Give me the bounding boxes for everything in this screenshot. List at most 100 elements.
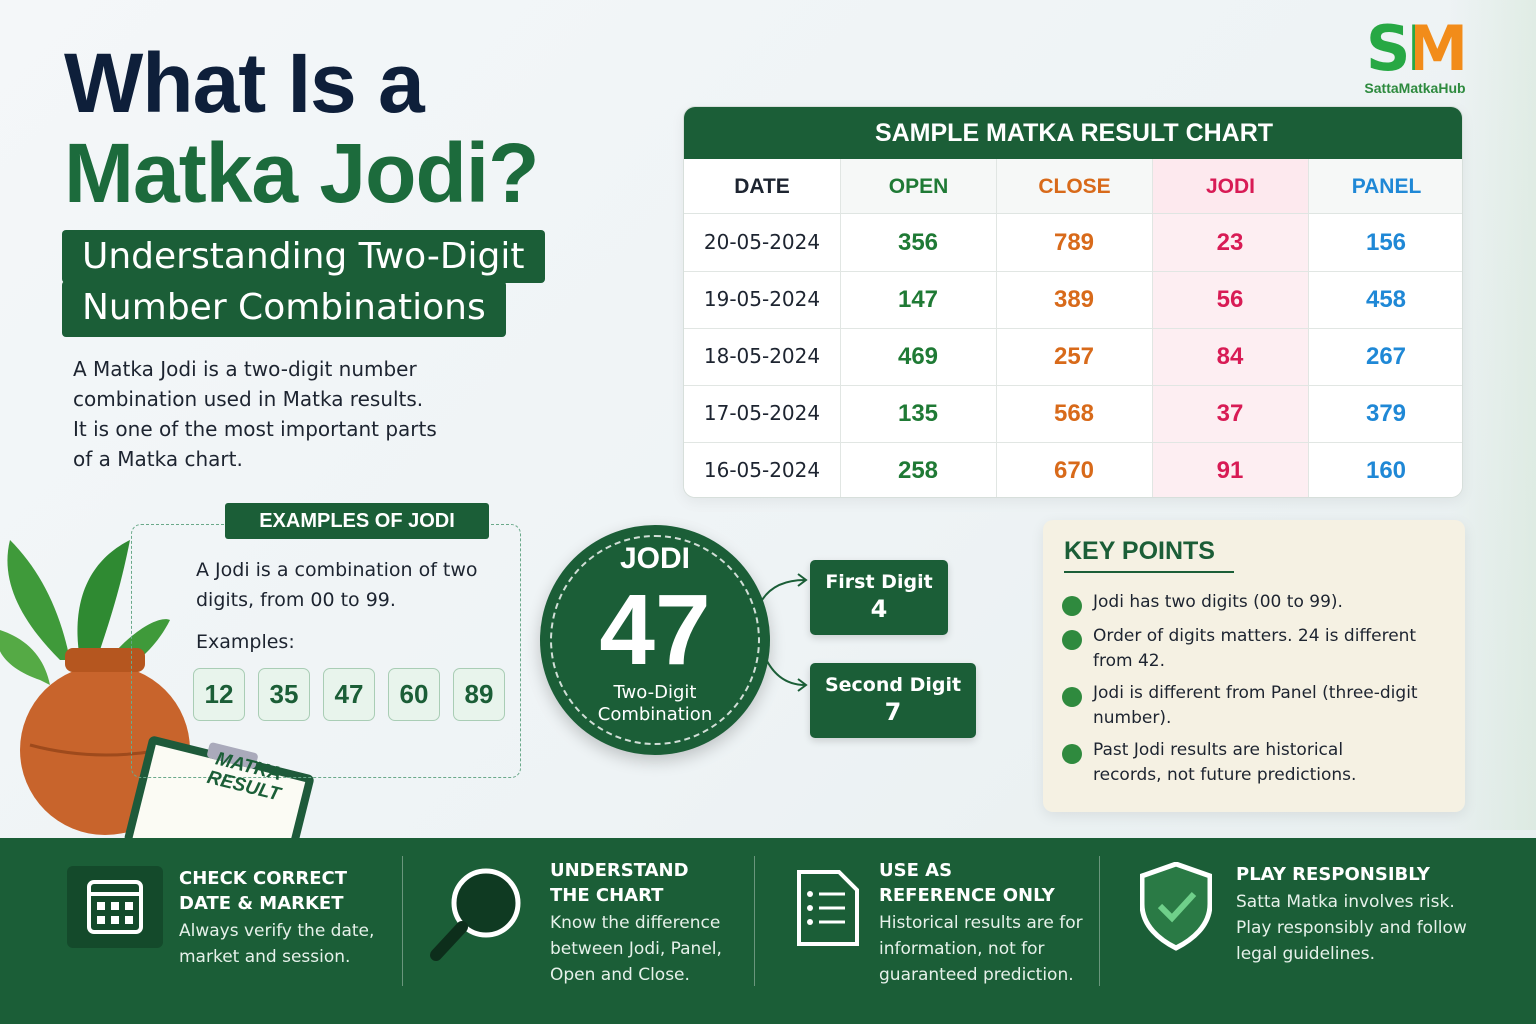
- table-cell: 147: [897, 286, 939, 313]
- leaf: [77, 540, 130, 665]
- row-divider: [684, 385, 1462, 386]
- digit-box: Second Digit 7: [810, 663, 976, 738]
- jodi-caption-line: Combination: [597, 704, 713, 725]
- icon-part: [430, 921, 468, 961]
- icon-part: [807, 905, 813, 911]
- title-line: What Is a: [64, 36, 425, 130]
- footer-text-line: Know the difference: [550, 913, 721, 933]
- footer-title-line: REFERENCE ONLY: [879, 885, 1055, 906]
- footer-item: CHECK CORRECT DATE & MARKET Always verify …: [179, 866, 479, 970]
- footer-text-line: between Jodi, Panel,: [550, 939, 722, 959]
- footer-text-line: guaranteed prediction.: [879, 965, 1074, 985]
- examples-heading: EXAMPLES OF JODI: [225, 503, 489, 539]
- key-point: Jodi has two digits (00 to 99).: [1093, 590, 1343, 615]
- intro: A Matka Jodi is a two-digit number combin…: [73, 354, 437, 474]
- icon-part: [87, 880, 143, 934]
- table-cell: 17-05-2024: [703, 401, 821, 425]
- footer-text-line: legal guidelines.: [1236, 944, 1375, 964]
- key-point-line: records, not future predictions.: [1093, 765, 1357, 785]
- table-cell: 16-05-2024: [703, 458, 821, 482]
- digit-box: First Digit 4: [810, 560, 948, 635]
- digit-label: First Digit: [825, 571, 933, 593]
- footer-item: PLAY RESPONSIBLY Satta Matka involves ris…: [1236, 862, 1536, 967]
- subtitle-line: Number Combinations: [82, 287, 486, 328]
- footer-icon: [430, 868, 521, 961]
- icon-part: [97, 902, 105, 910]
- footer-item: USE AS REFERENCE ONLY Historical results a…: [879, 858, 1179, 988]
- icon-part: [807, 891, 813, 897]
- arrow: [761, 573, 808, 692]
- table-cell: 356: [897, 229, 939, 256]
- footer-text: Always verify the date, market and sessio…: [179, 918, 479, 970]
- table-cell: 670: [1053, 457, 1095, 484]
- key-point: Jodi is different from Panel (three-digi…: [1093, 681, 1418, 731]
- icon-part: [797, 870, 859, 946]
- digit-value: 7: [884, 698, 902, 726]
- footer-text: Historical results are for information, n…: [879, 910, 1179, 988]
- footer-divider: [754, 856, 755, 986]
- key-point: Order of digits matters. 24 is different…: [1093, 624, 1416, 674]
- table-cell: 56: [1216, 286, 1244, 313]
- logo-mark: SM: [1350, 18, 1480, 80]
- icon-part: [125, 916, 133, 924]
- jodi-number: 47: [599, 574, 711, 686]
- footer-title-line: USE AS: [879, 860, 953, 881]
- icon-part: [819, 892, 845, 924]
- footer-icon: [1140, 862, 1212, 951]
- intro-line: combination used in Matka results.: [73, 387, 424, 411]
- icon-part: [451, 868, 521, 938]
- footer-text-line: Historical results are for: [879, 913, 1083, 933]
- footer-text-line: Always verify the date,: [179, 921, 375, 941]
- table-cell: 267: [1365, 343, 1407, 370]
- heading-underline: [1064, 571, 1234, 573]
- key-points: KEY POINTS Jodi has two digits (00 to 99)…: [1043, 520, 1465, 812]
- table-cell: 258: [897, 457, 939, 484]
- column-header: JODI: [1152, 159, 1308, 214]
- table-cell: 156: [1365, 229, 1407, 256]
- jodi-caption-line: Two-Digit: [613, 682, 697, 703]
- key-point-line: Order of digits matters. 24 is different: [1093, 626, 1417, 646]
- column-header: DATE: [684, 159, 840, 214]
- logo: SM SattaMatkaHub: [1350, 18, 1480, 97]
- key-point-line: number).: [1093, 708, 1172, 728]
- footer-title: CHECK CORRECT DATE & MARKET: [179, 866, 479, 916]
- column-header: PANEL: [1308, 159, 1462, 214]
- key-point-line: from 42.: [1093, 651, 1166, 671]
- jodi-caption: Two-Digit Combination: [540, 682, 770, 726]
- check-icon: [1062, 596, 1082, 616]
- table-cell: 257: [1053, 343, 1095, 370]
- examples-label: Examples:: [196, 631, 295, 653]
- table-cell: 469: [897, 343, 939, 370]
- footer: CHECK CORRECT DATE & MARKET Always verify …: [0, 838, 1536, 1024]
- table-cell: 23: [1216, 229, 1244, 256]
- footer-text-line: Open and Close.: [550, 965, 690, 985]
- footer-text-line: Satta Matka involves risk.: [1236, 892, 1455, 912]
- row-divider: [684, 271, 1462, 272]
- footer-title-line: UNDERSTAND: [550, 860, 689, 881]
- footer-icon: [797, 870, 859, 946]
- footer-item: UNDERSTAND THE CHART Know the difference be…: [550, 858, 850, 988]
- footer-text-line: information, not for: [879, 939, 1045, 959]
- footer-text-line: Play responsibly and follow: [1236, 918, 1467, 938]
- result-table: SAMPLE MATKA RESULT CHART DATE OPEN CLOSE JO…: [683, 106, 1463, 498]
- example-chip: 47: [323, 668, 375, 721]
- jodi-ring: [550, 535, 760, 745]
- check-icon: [1062, 687, 1082, 707]
- table-cell: 91: [1216, 457, 1244, 484]
- row-divider: [684, 442, 1462, 443]
- icon-part: [1140, 862, 1212, 951]
- key-point: Past Jodi results are historical records,…: [1093, 738, 1356, 788]
- footer-title-line: THE CHART: [550, 885, 664, 906]
- footer-icon: [67, 866, 163, 948]
- title-line: Matka Jodi?: [64, 126, 539, 220]
- examples-text-line: digits, from 00 to 99.: [196, 589, 396, 611]
- logo-name: SattaMatkaHub: [1364, 80, 1466, 96]
- table-cell: 19-05-2024: [703, 287, 821, 311]
- jodi-content: JODI 47 Two-Digit Combination: [540, 540, 770, 726]
- footer-text-line: market and session.: [179, 947, 351, 967]
- table-cell: 568: [1053, 400, 1095, 427]
- table-cell: 135: [897, 400, 939, 427]
- subtitle-band: Number Combinations: [62, 281, 506, 337]
- table-cell: 389: [1053, 286, 1095, 313]
- leaf: [0, 630, 50, 685]
